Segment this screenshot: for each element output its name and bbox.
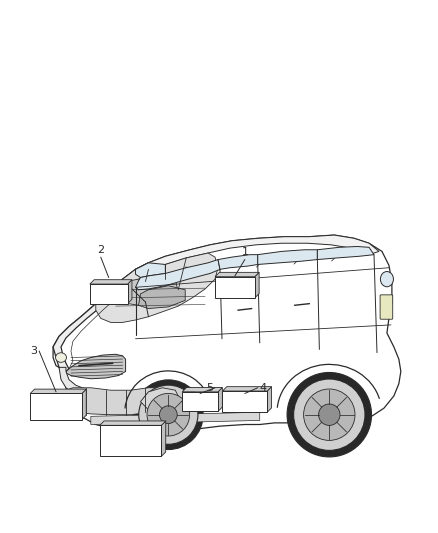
Circle shape [139,385,198,445]
Ellipse shape [380,271,393,287]
FancyBboxPatch shape [380,295,393,319]
Circle shape [293,379,365,450]
Polygon shape [218,387,223,411]
Polygon shape [116,276,178,305]
Polygon shape [66,354,126,379]
Bar [182,392,218,411]
Polygon shape [59,367,168,404]
Bar [223,391,267,412]
Polygon shape [141,388,180,412]
Polygon shape [218,255,258,269]
Ellipse shape [56,353,67,362]
Text: 4: 4 [260,383,267,393]
Text: 2: 2 [97,245,104,255]
Polygon shape [135,263,165,278]
Polygon shape [109,290,129,304]
Polygon shape [215,272,259,277]
Text: 3: 3 [30,346,37,356]
Polygon shape [30,389,86,393]
Polygon shape [161,421,166,456]
Bar [100,425,161,456]
Bar [90,284,127,304]
Bar [215,277,255,298]
Polygon shape [63,388,165,415]
Polygon shape [267,386,272,412]
Polygon shape [96,253,218,322]
Polygon shape [138,286,185,309]
Circle shape [147,393,190,436]
Circle shape [287,373,371,457]
Polygon shape [182,387,223,392]
Polygon shape [223,386,272,391]
Text: 1: 1 [241,247,248,257]
Polygon shape [318,246,374,260]
Polygon shape [255,272,259,298]
Polygon shape [258,250,318,264]
Circle shape [159,406,177,424]
Polygon shape [53,235,401,431]
Polygon shape [82,389,86,419]
Polygon shape [135,260,220,290]
Polygon shape [127,280,132,304]
Bar [30,393,82,419]
Polygon shape [100,421,166,425]
Text: 5: 5 [206,383,213,393]
Polygon shape [90,280,132,284]
Polygon shape [91,412,260,424]
Circle shape [318,404,340,425]
Polygon shape [53,263,148,372]
Circle shape [304,389,355,440]
Polygon shape [135,235,379,278]
Circle shape [134,380,203,449]
